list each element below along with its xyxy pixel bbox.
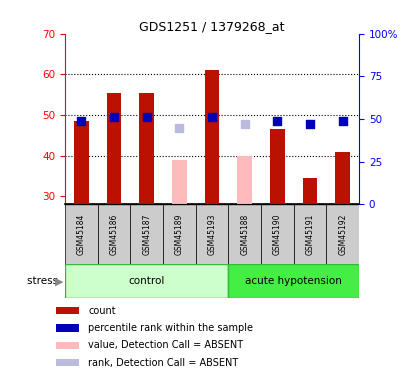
Text: GSM45186: GSM45186 <box>110 214 118 255</box>
Text: percentile rank within the sample: percentile rank within the sample <box>88 323 253 333</box>
Bar <box>65 204 98 264</box>
Text: GSM45192: GSM45192 <box>338 214 347 255</box>
Text: GSM45191: GSM45191 <box>306 214 315 255</box>
Bar <box>196 204 228 264</box>
Title: GDS1251 / 1379268_at: GDS1251 / 1379268_at <box>139 20 285 33</box>
Point <box>143 114 150 120</box>
Bar <box>56 342 79 349</box>
Text: GSM45187: GSM45187 <box>142 214 151 255</box>
Bar <box>107 93 121 204</box>
Bar <box>336 152 350 204</box>
Bar <box>56 324 79 332</box>
Bar <box>56 359 79 366</box>
Text: GSM45193: GSM45193 <box>207 214 217 255</box>
Point <box>78 118 85 124</box>
Text: ▶: ▶ <box>55 276 63 286</box>
Bar <box>98 204 131 264</box>
Point <box>111 114 118 120</box>
Point <box>209 114 215 120</box>
Text: GSM45189: GSM45189 <box>175 214 184 255</box>
Bar <box>163 204 196 264</box>
Point <box>176 124 183 130</box>
Point <box>241 121 248 127</box>
Point <box>339 118 346 124</box>
Bar <box>65 264 228 298</box>
Bar <box>270 129 285 204</box>
Text: value, Detection Call = ABSENT: value, Detection Call = ABSENT <box>88 340 243 350</box>
Text: acute hypotension: acute hypotension <box>245 276 342 286</box>
Bar <box>261 204 294 264</box>
Bar <box>303 178 318 204</box>
Bar <box>228 204 261 264</box>
Text: count: count <box>88 306 116 315</box>
Bar <box>237 156 252 204</box>
Bar <box>56 307 79 314</box>
Text: GSM45188: GSM45188 <box>240 214 249 255</box>
Text: GSM45184: GSM45184 <box>77 214 86 255</box>
Bar <box>326 204 359 264</box>
Bar <box>228 264 359 298</box>
Bar <box>172 160 187 204</box>
Text: rank, Detection Call = ABSENT: rank, Detection Call = ABSENT <box>88 358 239 368</box>
Bar <box>131 204 163 264</box>
Bar <box>74 121 89 204</box>
Bar <box>294 204 326 264</box>
Text: stress: stress <box>26 276 61 286</box>
Text: control: control <box>129 276 165 286</box>
Point <box>307 121 313 127</box>
Text: GSM45190: GSM45190 <box>273 214 282 255</box>
Bar <box>139 93 154 204</box>
Point <box>274 118 281 124</box>
Bar <box>205 70 219 204</box>
